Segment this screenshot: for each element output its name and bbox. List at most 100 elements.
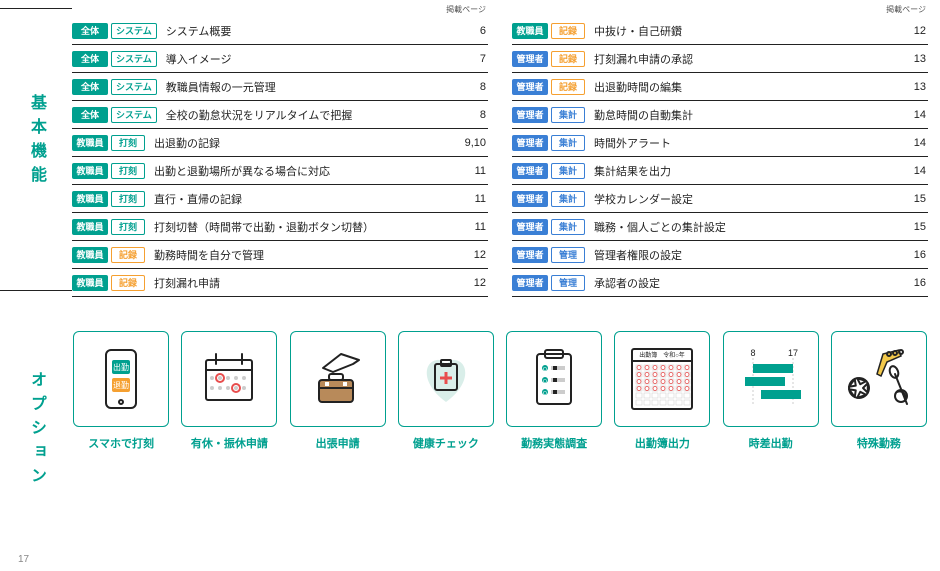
option-label: 特殊勤務: [857, 435, 901, 451]
feature-title: 打刻切替（時間帯で出勤・退勤ボタン切替）: [148, 219, 458, 235]
feature-page: 13: [898, 53, 928, 65]
feature-page: 12: [458, 249, 488, 261]
option-card-survey: Q Q Q 勤務実態調査: [505, 331, 603, 451]
role-tag: 管理者: [512, 135, 548, 151]
option-label: 有休・振休申請: [191, 435, 268, 451]
type-tag: システム: [111, 51, 157, 67]
option-card-leave: 有休・振休申請: [180, 331, 278, 451]
feature-row: 教職員記録勤務時間を自分で管理12: [72, 241, 488, 269]
feature-page: 16: [898, 249, 928, 261]
type-tag: 管理: [551, 247, 585, 263]
option-cards: 出勤 退勤 スマホで打刻 有休・振休申請 出張申請: [72, 331, 940, 491]
type-tag: 集計: [551, 163, 585, 179]
feature-title: 承認者の設定: [588, 275, 898, 291]
feature-title: 直行・直帰の記録: [148, 191, 458, 207]
feature-title: 中抜け・自己研鑽: [588, 23, 898, 39]
role-tag: 管理者: [512, 191, 548, 207]
option-card-book: 出勤簿 令和○年 出勤簿出力: [613, 331, 711, 451]
feature-page: 7: [458, 53, 488, 65]
feature-title: 教職員情報の一元管理: [160, 79, 458, 95]
feature-title: 出勤と退勤場所が異なる場合に対応: [148, 163, 458, 179]
feature-page: 12: [898, 25, 928, 37]
feature-page: 8: [458, 81, 488, 93]
role-tag: 管理者: [512, 275, 548, 291]
feature-row: 教職員打刻直行・直帰の記録11: [72, 185, 488, 213]
feature-title: 打刻漏れ申請の承認: [588, 51, 898, 67]
svg-text:退勤: 退勤: [113, 380, 129, 390]
type-tag: 記録: [551, 23, 585, 39]
feature-title: 管理者権限の設定: [588, 247, 898, 263]
option-card-health: 健康チェック: [397, 331, 495, 451]
feature-page: 12: [458, 277, 488, 289]
feature-page: 8: [458, 109, 488, 121]
feature-title: システム概要: [160, 23, 458, 39]
feature-page: 11: [458, 193, 488, 205]
feature-page: 11: [458, 165, 488, 177]
feature-page: 14: [898, 137, 928, 149]
feature-page: 9,10: [458, 137, 488, 149]
option-icon-trip: [290, 331, 386, 427]
role-tag: 管理者: [512, 79, 548, 95]
option-icon-special: [831, 331, 927, 427]
role-tag: 教職員: [72, 163, 108, 179]
feature-row: 管理者管理承認者の設定16: [512, 269, 928, 297]
role-tag: 管理者: [512, 163, 548, 179]
type-tag: 記録: [111, 247, 145, 263]
option-icon-health: [398, 331, 494, 427]
feature-page: 14: [898, 165, 928, 177]
option-icon-book: 出勤簿 令和○年: [614, 331, 710, 427]
feature-page: 13: [898, 81, 928, 93]
option-section: オプション 出勤 退勤 スマホで打刻 有休・振休申請: [0, 331, 940, 491]
role-tag: 全体: [72, 23, 108, 39]
type-tag: システム: [111, 107, 157, 123]
feature-table-left: 掲載ページ 全体システムシステム概要6全体システム導入イメージ7全体システム教職…: [72, 4, 488, 297]
option-label: 時差出勤: [749, 435, 793, 451]
option-icon-shift: 8 17: [723, 331, 819, 427]
feature-row: 教職員打刻出勤と退勤場所が異なる場合に対応11: [72, 157, 488, 185]
type-tag: 打刻: [111, 135, 145, 151]
svg-text:17: 17: [788, 348, 798, 358]
table-header-left: 掲載ページ: [446, 4, 486, 15]
role-tag: 管理者: [512, 51, 548, 67]
svg-text:Q: Q: [543, 367, 547, 373]
feature-page: 15: [898, 193, 928, 205]
section-label-basic-text: 基本機能: [24, 94, 48, 190]
feature-title: 出退勤の記録: [148, 135, 458, 151]
section-label-basic: 基本機能: [0, 4, 72, 297]
option-icon-survey: Q Q Q: [506, 331, 602, 427]
feature-page: 16: [898, 277, 928, 289]
feature-row: 管理者記録出退勤時間の編集13: [512, 73, 928, 101]
feature-row: 管理者集計学校カレンダー設定15: [512, 185, 928, 213]
feature-row: 全体システム導入イメージ7: [72, 45, 488, 73]
feature-title: 勤務時間を自分で管理: [148, 247, 458, 263]
role-tag: 教職員: [72, 219, 108, 235]
feature-page: 6: [458, 25, 488, 37]
feature-row: 全体システム全校の勤怠状況をリアルタイムで把握8: [72, 101, 488, 129]
option-card-shift: 8 17 時差出勤: [722, 331, 820, 451]
feature-row: 教職員記録打刻漏れ申請12: [72, 269, 488, 297]
type-tag: 集計: [551, 107, 585, 123]
role-tag: 教職員: [72, 191, 108, 207]
section-label-option: オプション: [0, 331, 72, 491]
feature-table-right: 掲載ページ 教職員記録中抜け・自己研鑽12管理者記録打刻漏れ申請の承認13管理者…: [512, 4, 928, 297]
feature-row: 管理者管理管理者権限の設定16: [512, 241, 928, 269]
feature-page: 14: [898, 109, 928, 121]
option-label: 出勤簿出力: [635, 435, 690, 451]
type-tag: 記録: [551, 79, 585, 95]
type-tag: 記録: [551, 51, 585, 67]
option-label: 勤務実態調査: [521, 435, 587, 451]
role-tag: 全体: [72, 79, 108, 95]
feature-row: 管理者記録打刻漏れ申請の承認13: [512, 45, 928, 73]
svg-text:出勤簿 令和○年: 出勤簿 令和○年: [640, 351, 686, 359]
feature-title: 全校の勤怠状況をリアルタイムで把握: [160, 107, 458, 123]
feature-row: 教職員記録中抜け・自己研鑽12: [512, 17, 928, 45]
feature-row: 管理者集計時間外アラート14: [512, 129, 928, 157]
role-tag: 全体: [72, 107, 108, 123]
feature-page: 11: [458, 221, 488, 233]
feature-page: 15: [898, 221, 928, 233]
role-tag: 教職員: [512, 23, 548, 39]
option-label: 出張申請: [316, 435, 360, 451]
option-card-trip: 出張申請: [289, 331, 387, 451]
feature-row: 管理者集計職務・個人ごとの集計設定15: [512, 213, 928, 241]
type-tag: 打刻: [111, 219, 145, 235]
